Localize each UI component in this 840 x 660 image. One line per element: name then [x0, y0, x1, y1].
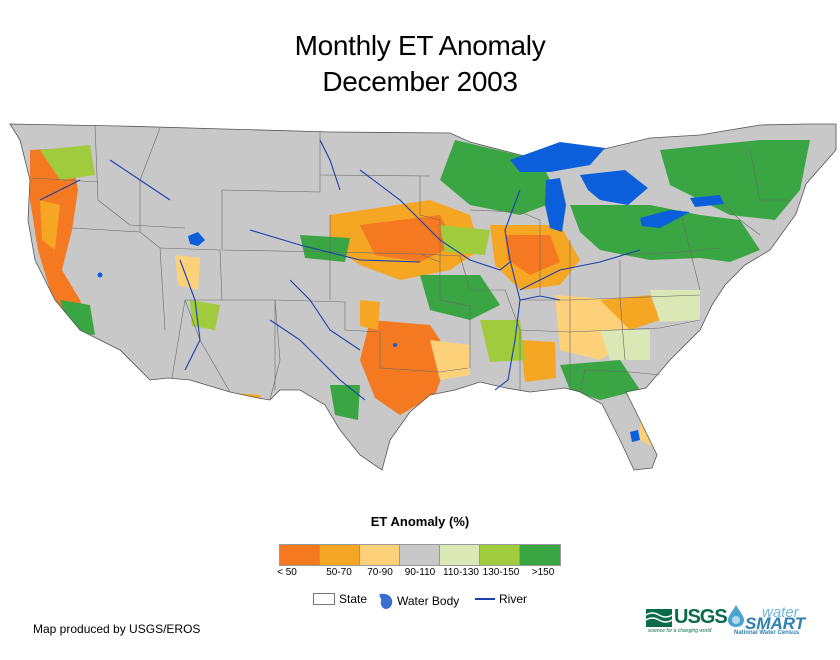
legend-label: < 50: [277, 567, 297, 578]
lake-superior: [510, 142, 605, 172]
watersmart-smart: SMART: [745, 614, 806, 633]
state-symbol: [313, 593, 335, 605]
lake-okeechobee: [630, 430, 640, 442]
legend-label: 110-130: [443, 567, 479, 578]
et-anomaly-map: [9, 123, 837, 471]
map-subtitle: December 2003: [322, 66, 518, 97]
lake-ontario: [690, 195, 724, 207]
legend-water-label: Water Body: [397, 594, 460, 608]
legend-swatch: [480, 545, 520, 565]
watersmart-water: water: [762, 604, 799, 621]
legend-title: ET Anomaly (%): [370, 514, 470, 529]
great-salt-lake: [188, 232, 205, 246]
state-boundaries: [31, 125, 790, 401]
legend-swatches: [279, 544, 561, 566]
legend-swatch: [400, 545, 440, 565]
water-body-icon: [379, 593, 393, 609]
legend-swatch: [520, 545, 560, 565]
water-bodies: [97, 142, 724, 442]
legend-label: 50-70: [326, 567, 352, 578]
lake-huron: [580, 170, 648, 205]
lake-michigan: [545, 178, 566, 232]
legend-label: 130-150: [482, 567, 520, 578]
river-symbol: [475, 598, 495, 600]
watersmart-drop-icon: [728, 605, 744, 627]
conus-outline: [9, 123, 837, 471]
map-title: Monthly ET Anomaly: [294, 30, 546, 61]
legend-label: >150: [531, 567, 555, 578]
legend-swatch: [280, 545, 320, 565]
lake-erie: [640, 210, 690, 228]
legend-river-label: River: [499, 592, 528, 606]
usgs-tagline: science for a changing world: [648, 628, 712, 634]
usgs-wordmark: USGS: [674, 606, 728, 628]
small-lake: [393, 343, 397, 347]
map-credit: Map produced by USGS/EROS: [33, 622, 201, 636]
usgs-wave-icon: [646, 608, 672, 627]
legend-state: State: [313, 592, 367, 606]
small-lake: [97, 272, 103, 278]
legend-swatch: [440, 545, 480, 565]
rivers: [39, 139, 641, 401]
legend-swatch: [320, 545, 360, 565]
watersmart-census: National Water Census: [734, 630, 800, 636]
legend-water-body: Water Body: [377, 592, 459, 610]
legend-label: 70-90: [367, 567, 393, 578]
legend-river: River: [475, 592, 527, 606]
legend-state-label: State: [339, 592, 368, 606]
legend-swatch: [360, 545, 400, 565]
legend-label: 90-110: [404, 567, 436, 578]
usgs-logo: USGS: [646, 606, 728, 629]
